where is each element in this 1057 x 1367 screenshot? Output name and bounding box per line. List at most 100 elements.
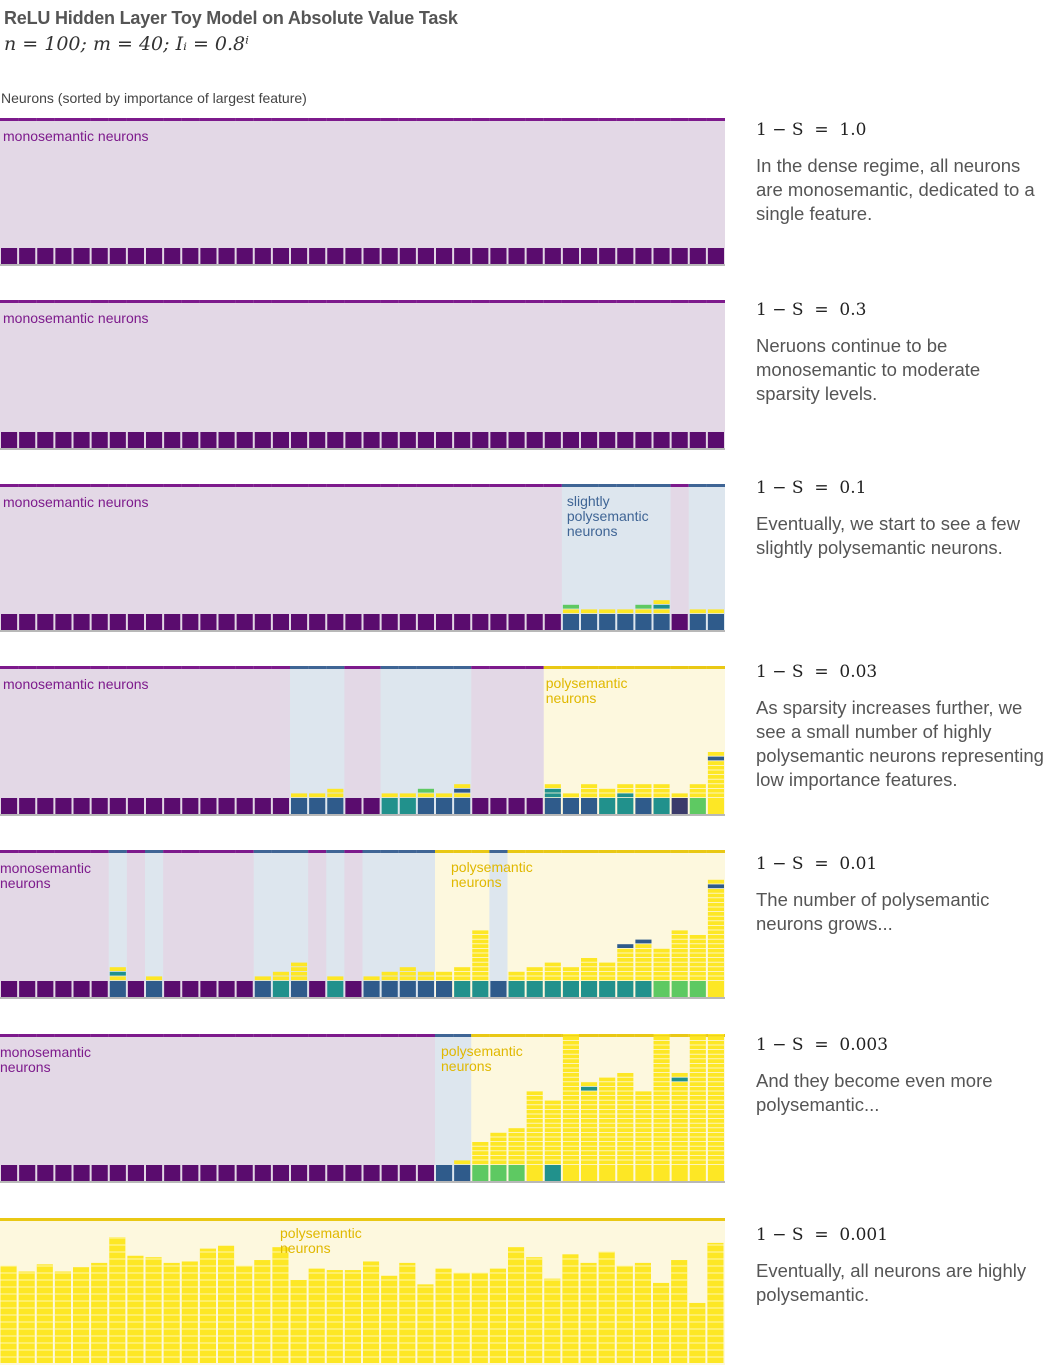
neuron-top-line [181, 666, 200, 669]
neuron-bar [472, 432, 489, 448]
neuron-background [688, 118, 708, 266]
neuron-bar [417, 788, 434, 814]
bar-base [689, 981, 706, 997]
bar-segment [653, 1109, 670, 1114]
bar-segment [689, 1036, 706, 1040]
bar-base [617, 981, 634, 997]
bar-base [544, 614, 561, 630]
neuron-background [453, 300, 472, 450]
bar-base [599, 1165, 616, 1181]
bar-segment [671, 930, 688, 935]
bar-base [272, 1165, 289, 1181]
neuron-background [398, 300, 418, 450]
neuron-background [616, 118, 635, 266]
neuron-top-line [344, 666, 363, 669]
neuron-background [271, 118, 291, 266]
neuron-background [308, 300, 327, 450]
bar-base [562, 248, 579, 264]
neuron-top-line [253, 118, 273, 121]
neuron-bar [345, 248, 362, 264]
bar-segment [562, 1059, 579, 1063]
neuron-top-line [670, 666, 690, 669]
bar-segment [617, 1146, 634, 1151]
neuron-background [108, 300, 128, 450]
bar-base [127, 798, 144, 814]
neuron-top-line [271, 118, 291, 121]
bar-segment [544, 1123, 561, 1128]
neuron-bar [707, 1242, 724, 1363]
neuron-top-line [217, 850, 237, 853]
bar-base [363, 981, 380, 997]
bar-segment [707, 775, 724, 779]
neuron-background [652, 666, 672, 816]
bar-base [689, 614, 706, 630]
bar-base [1, 1165, 18, 1181]
bar-segment [581, 1137, 598, 1142]
neuron-top-line [453, 118, 472, 121]
bar-segment [581, 609, 598, 614]
bar-segment [707, 1077, 724, 1082]
bar-segment [689, 1040, 706, 1045]
neuron-bar [526, 1257, 543, 1363]
bar-base [526, 614, 543, 630]
bar-segment [617, 944, 634, 948]
bar-segment [689, 1054, 706, 1059]
neuron-bar [454, 1160, 471, 1181]
bar-segment [581, 1155, 598, 1160]
neuron-top-line [362, 300, 382, 303]
bar-segment [689, 1142, 706, 1146]
neuron-bar [37, 248, 54, 264]
neuron-background [253, 300, 273, 450]
neuron-bar [562, 248, 579, 264]
bar-segment [581, 1151, 598, 1155]
bar-segment [635, 944, 652, 948]
bar-segment [526, 1119, 543, 1123]
bar-segment [689, 793, 706, 798]
neuron-top-line [598, 666, 617, 669]
neuron-background [181, 1034, 200, 1183]
panel-caption: Eventually, all neurons are highly polys… [756, 1260, 1027, 1305]
bar-segment [617, 1137, 634, 1142]
bar-base [236, 1165, 253, 1181]
neuron-bar [381, 793, 398, 814]
neuron-top-line [344, 300, 363, 303]
bar-segment [562, 1068, 579, 1073]
bar-base [19, 981, 36, 997]
neuron-bar [164, 798, 181, 814]
neuron-bar [526, 798, 543, 814]
neuron-background [18, 484, 37, 632]
neuron-top-line [634, 666, 653, 669]
neuron-bar [254, 798, 271, 814]
bar-segment [671, 1096, 688, 1100]
neuron-top-line [453, 300, 472, 303]
neuron-background [72, 300, 92, 450]
neuron-bar [581, 958, 598, 997]
neuron-bar [671, 930, 688, 997]
bar-base [381, 798, 398, 814]
sparsity-label: 1 − S = 0.3 [756, 300, 867, 320]
neuron-background [344, 666, 363, 816]
neuron-top-line [90, 300, 110, 303]
neuron-background [271, 850, 291, 999]
sparsity-label: 1 − S = 0.01 [756, 854, 878, 874]
bar-segment [454, 784, 471, 788]
bar-base [73, 248, 90, 264]
bar-base [19, 798, 36, 814]
region-label-mono: monosemantic neurons [3, 676, 149, 692]
neuron-bar [309, 1165, 326, 1181]
neuron-top-line [199, 118, 218, 121]
neuron-bar [453, 1272, 470, 1363]
bar-segment [599, 1146, 616, 1151]
bar-base [200, 1165, 217, 1181]
neuron-top-line [199, 1034, 218, 1037]
neuron-bar [109, 248, 126, 264]
neuron-bar [653, 600, 670, 630]
bar-segment [617, 976, 634, 981]
neuron-top-line [217, 118, 237, 121]
bar-base [653, 614, 670, 630]
neuron-background [126, 666, 146, 816]
bar-segment [291, 793, 308, 798]
bar-segment [581, 1086, 598, 1091]
bar-base [55, 432, 72, 448]
neuron-bar [417, 1165, 434, 1181]
